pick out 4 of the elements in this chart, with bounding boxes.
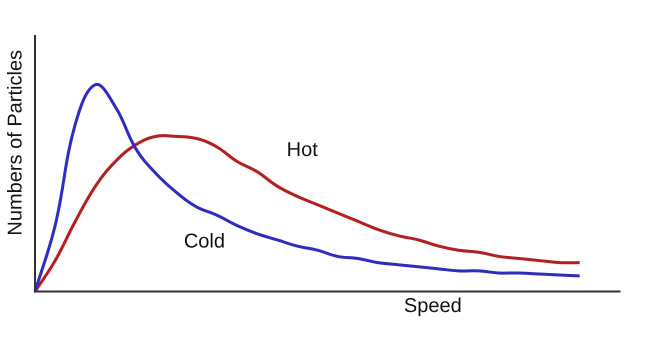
x-axis-title: Speed	[404, 295, 462, 318]
y-axis-title: Numbers of Particles	[4, 50, 27, 236]
series-label: Hot	[286, 138, 318, 161]
series-label: Cold	[184, 230, 225, 252]
